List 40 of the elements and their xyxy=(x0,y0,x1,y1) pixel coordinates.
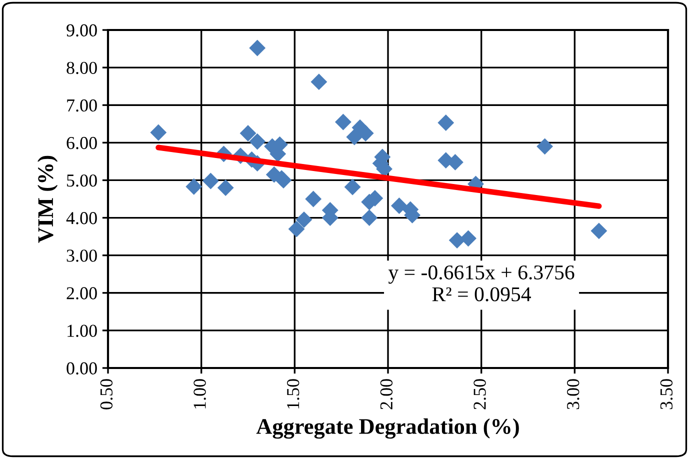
y-tick-label: 9.00 xyxy=(66,24,97,37)
point xyxy=(344,178,361,196)
point xyxy=(361,210,378,226)
x-tick-label: 2.50 xyxy=(474,379,486,410)
point xyxy=(390,198,408,214)
point xyxy=(186,178,202,195)
x-tick-label: 3.00 xyxy=(567,379,580,410)
point xyxy=(438,114,454,131)
y-tick-label: 7.00 xyxy=(67,99,97,112)
y-tick-label: 6.00 xyxy=(66,136,97,150)
y-tick-label: 5.00 xyxy=(67,174,97,187)
x-tick-label: 3.50 xyxy=(660,379,673,410)
point xyxy=(249,133,266,150)
y-tick-label: 1.00 xyxy=(68,324,97,337)
point xyxy=(460,230,476,247)
y-tick-label: 4.00 xyxy=(66,212,97,224)
point xyxy=(249,40,266,56)
point xyxy=(305,190,322,208)
x-tick-label: 0.50 xyxy=(100,379,113,410)
x-tick-label: 2.00 xyxy=(380,379,393,410)
annotation: y = -0.6615x + 6.3756 R² = 0.0954 xyxy=(388,265,574,302)
point xyxy=(288,220,305,238)
point xyxy=(217,180,234,196)
x-tick-label: 1.50 xyxy=(287,379,300,408)
point xyxy=(310,74,328,90)
point xyxy=(240,125,256,142)
point xyxy=(334,114,352,130)
point xyxy=(590,222,608,240)
point xyxy=(346,128,363,146)
point xyxy=(296,211,312,228)
x-tick-label: 1.00 xyxy=(194,379,206,408)
point xyxy=(536,138,554,155)
y-tick-label: 2.00 xyxy=(66,287,97,300)
y-tick-label: 3.00 xyxy=(66,250,97,262)
point xyxy=(202,172,219,190)
y-axis-title: VIM (%) xyxy=(38,156,58,243)
x-axis-title: Aggregate Degradation (%) xyxy=(256,418,519,439)
point xyxy=(150,124,167,141)
y-tick-label: 0.00 xyxy=(66,362,97,375)
y-tick-label: 8.00 xyxy=(66,62,97,74)
